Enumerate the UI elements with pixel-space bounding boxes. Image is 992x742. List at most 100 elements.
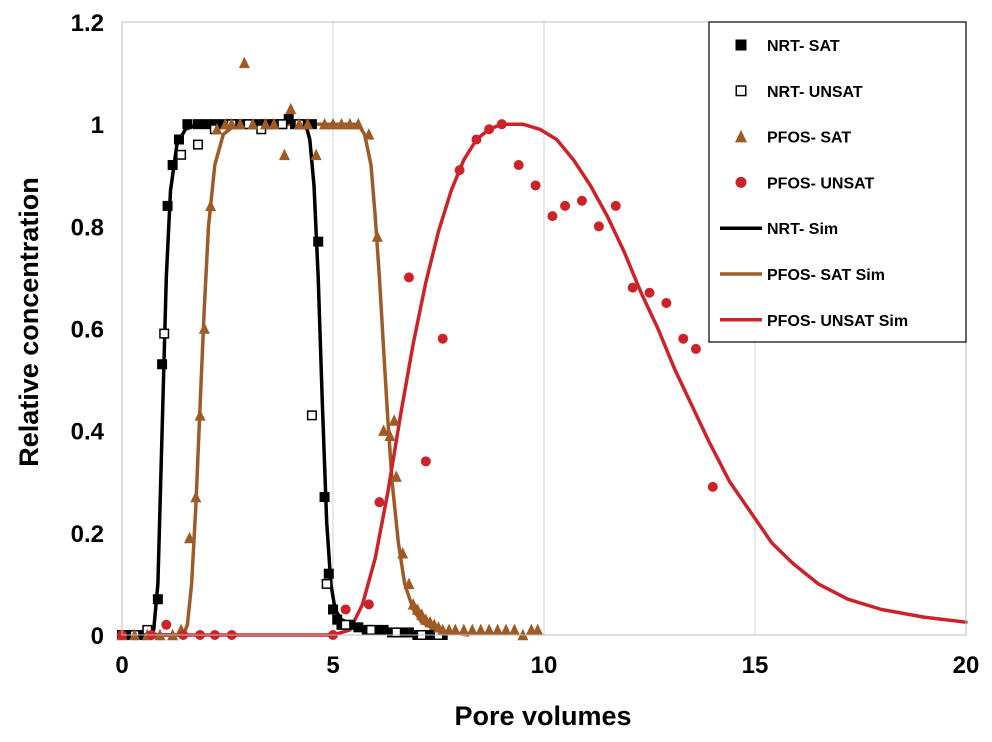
x-tick-label: 15 xyxy=(742,652,769,679)
data-point xyxy=(259,117,271,130)
data-point xyxy=(319,492,330,503)
data-point xyxy=(285,102,297,115)
data-point xyxy=(302,117,314,130)
data-point xyxy=(306,119,317,130)
legend-label: PFOS- UNSAT Sim xyxy=(767,313,908,330)
data-point xyxy=(391,627,402,638)
data-point xyxy=(182,119,193,130)
x-axis-ticks: 0 5 10 15 20 xyxy=(115,652,979,679)
data-point xyxy=(352,117,364,130)
legend-label: NRT- UNSAT xyxy=(767,84,863,101)
y-tick-label: 1.2 xyxy=(71,10,104,37)
data-point xyxy=(403,272,414,283)
data-point xyxy=(420,456,431,467)
x-tick-label: 5 xyxy=(326,652,339,679)
data-point xyxy=(388,414,400,426)
data-point xyxy=(576,195,587,206)
data-point xyxy=(190,490,202,503)
data-point xyxy=(437,333,448,344)
data-point xyxy=(593,221,604,232)
data-point xyxy=(707,481,718,492)
data-point xyxy=(293,117,305,130)
data-point xyxy=(471,134,482,145)
y-tick-label: 0.2 xyxy=(71,521,104,548)
data-point xyxy=(458,623,470,636)
data-point xyxy=(371,230,383,242)
legend-marker xyxy=(735,176,747,188)
data-point xyxy=(466,623,478,636)
data-point xyxy=(209,119,220,130)
data-point xyxy=(157,359,168,370)
data-point xyxy=(690,343,701,354)
data-point xyxy=(328,604,338,615)
x-tick-label: 10 xyxy=(531,652,558,679)
x-tick-label: 20 xyxy=(953,652,980,679)
data-point xyxy=(449,623,461,636)
data-point xyxy=(484,124,495,135)
data-point xyxy=(454,165,465,176)
data-point xyxy=(340,604,351,615)
y-tick-label: 0 xyxy=(91,623,104,650)
data-point xyxy=(173,134,184,145)
data-point xyxy=(397,547,409,559)
data-point xyxy=(390,470,402,482)
legend-label: PFOS- SAT Sim xyxy=(767,267,885,284)
data-point xyxy=(644,287,655,298)
data-point xyxy=(176,149,187,160)
data-point xyxy=(483,623,495,636)
y-tick-label: 0.8 xyxy=(71,214,104,241)
data-point xyxy=(384,429,396,442)
data-point xyxy=(306,410,317,421)
data-point xyxy=(321,578,332,589)
data-point xyxy=(283,114,294,125)
legend-box xyxy=(708,21,967,343)
data-point xyxy=(278,148,290,161)
y-axis-ticks: 0 0.2 0.4 0.6 0.8 1 1.2 xyxy=(71,10,105,650)
data-point xyxy=(327,117,339,130)
data-point xyxy=(403,627,414,638)
data-point xyxy=(201,119,212,130)
x-tick-label: 0 xyxy=(115,652,128,679)
data-point xyxy=(560,200,571,211)
data-point xyxy=(247,117,259,130)
legend-label: PFOS- SAT xyxy=(767,130,851,147)
y-axis-title: Relative concentration xyxy=(14,177,44,467)
legend-label: NRT- Sim xyxy=(767,221,838,238)
data-point xyxy=(226,117,238,130)
data-point xyxy=(335,117,347,130)
data-point xyxy=(492,623,504,636)
data-point xyxy=(530,180,541,191)
data-point xyxy=(610,200,621,211)
data-point xyxy=(162,200,173,211)
data-point xyxy=(627,282,638,293)
data-point xyxy=(310,148,322,161)
data-point xyxy=(340,619,351,630)
data-point xyxy=(194,409,206,421)
data-point xyxy=(365,624,376,635)
data-point xyxy=(496,119,507,130)
data-point xyxy=(234,117,246,130)
data-point xyxy=(403,577,415,590)
data-point xyxy=(475,623,487,636)
data-point xyxy=(378,624,389,635)
x-axis-title: Pore volumes xyxy=(454,701,631,731)
y-tick-label: 0.6 xyxy=(71,317,104,344)
data-point xyxy=(353,622,364,633)
legend-label: PFOS- UNSAT xyxy=(767,175,874,192)
data-point xyxy=(192,119,203,130)
data-point xyxy=(152,594,163,605)
data-point xyxy=(344,117,356,130)
legend-marker xyxy=(735,85,747,97)
data-point xyxy=(547,211,558,222)
data-point xyxy=(184,531,196,544)
data-point xyxy=(319,117,331,130)
series-line xyxy=(120,122,968,637)
data-point xyxy=(363,128,375,140)
data-point xyxy=(268,117,280,130)
legend-marker xyxy=(735,39,747,51)
legend-label: NRT- SAT xyxy=(767,38,840,55)
data-point xyxy=(374,497,385,508)
data-point xyxy=(661,297,672,308)
data-point xyxy=(198,322,210,334)
